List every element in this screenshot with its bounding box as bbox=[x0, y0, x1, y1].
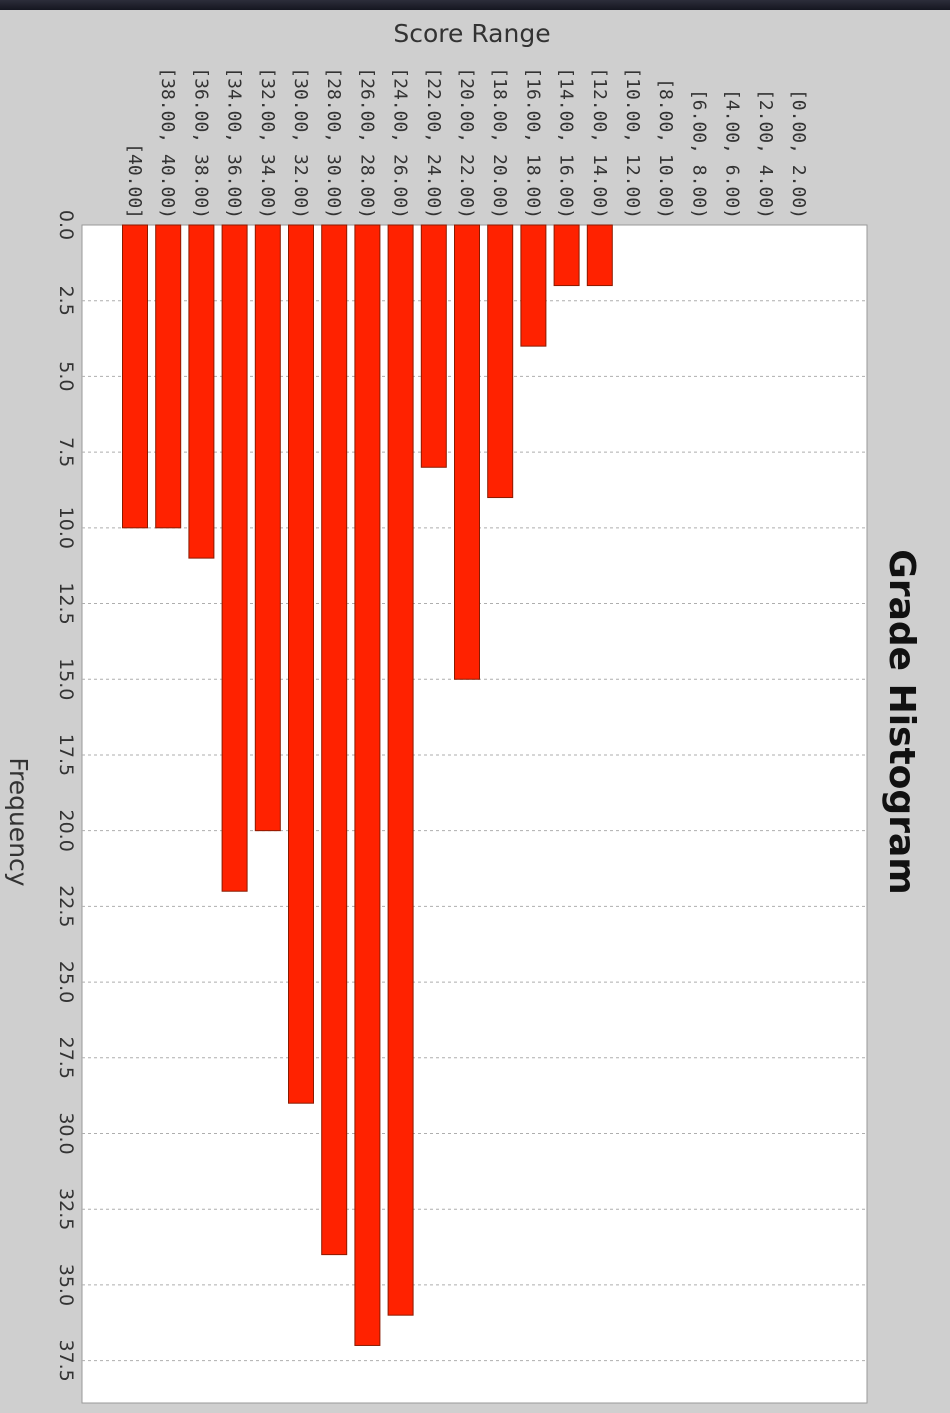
value-tick-label: 5.0 bbox=[55, 361, 77, 391]
score-range-tick-label: [4.00, 6.00) bbox=[722, 89, 743, 219]
score-range-tick-label: [40.00] bbox=[124, 143, 145, 219]
chart-title: Grade Histogram bbox=[881, 549, 922, 894]
desktop-background-strip bbox=[0, 0, 950, 10]
histogram-bar bbox=[387, 224, 414, 1316]
value-tick-label: 17.5 bbox=[55, 734, 77, 776]
score-range-tick-label: [10.00, 12.00) bbox=[622, 67, 643, 219]
histogram-bar bbox=[188, 224, 215, 559]
value-tick-label: 32.5 bbox=[55, 1188, 77, 1230]
score-range-tick-label: [20.00, 22.00) bbox=[456, 67, 477, 219]
score-range-tick-label: [16.00, 18.00) bbox=[522, 67, 543, 219]
value-tick-label: 30.0 bbox=[55, 1112, 77, 1154]
histogram-bar bbox=[586, 224, 613, 287]
histogram-bar bbox=[520, 224, 547, 347]
value-tick-label: 15.0 bbox=[55, 658, 77, 700]
score-range-tick-label: [0.00, 2.00) bbox=[788, 89, 809, 219]
score-range-tick-label: [34.00, 36.00) bbox=[224, 67, 245, 219]
score-range-tick-label: [36.00, 38.00) bbox=[190, 67, 211, 219]
histogram-bar bbox=[487, 224, 514, 499]
chart-panel: 0.0 2.5 5.0 7.5 10.0 12.5 15.0 17.5 20.0 22.5 25.0… bbox=[0, 10, 950, 1413]
score-range-tick-label: [38.00, 40.00) bbox=[157, 67, 178, 219]
value-tick-label: 22.5 bbox=[55, 885, 77, 927]
value-tick-label: 37.5 bbox=[55, 1339, 77, 1381]
score-range-tick-label: [2.00, 4.00) bbox=[755, 89, 776, 219]
score-range-tick-label: [24.00, 26.00) bbox=[390, 67, 411, 219]
histogram-bar bbox=[155, 224, 182, 529]
histogram-bar bbox=[122, 224, 148, 529]
value-tick-label: 27.5 bbox=[55, 1037, 77, 1079]
score-range-tick-label: [14.00, 16.00) bbox=[556, 67, 577, 219]
histogram-bar bbox=[288, 224, 314, 1104]
value-tick-label: 25.0 bbox=[55, 961, 77, 1003]
histogram-bar bbox=[354, 224, 381, 1346]
y-axis-title: Frequency bbox=[4, 757, 33, 886]
value-tick-label: 0.0 bbox=[55, 210, 77, 240]
score-range-tick-label: [32.00, 34.00) bbox=[257, 67, 278, 219]
histogram-bar bbox=[321, 224, 348, 1256]
value-tick-label: 7.5 bbox=[55, 437, 77, 467]
score-range-tick-label: [18.00, 20.00) bbox=[489, 67, 510, 219]
score-range-tick-label: [28.00, 30.00) bbox=[323, 67, 344, 219]
value-tick-label: 35.0 bbox=[55, 1264, 77, 1306]
score-range-tick-label: [30.00, 32.00) bbox=[290, 67, 311, 219]
histogram-bar bbox=[553, 224, 580, 287]
histogram-bar bbox=[221, 224, 248, 892]
histogram-bar bbox=[420, 224, 447, 468]
score-range-tick-label: [6.00, 8.00) bbox=[688, 89, 709, 219]
score-range-tick-label: [8.00, 10.00) bbox=[655, 78, 676, 219]
value-tick-label: 20.0 bbox=[55, 809, 77, 851]
value-tick-label: 2.5 bbox=[55, 286, 77, 316]
score-range-tick-label: [22.00, 24.00) bbox=[423, 67, 444, 219]
score-range-tick-label: [26.00, 28.00) bbox=[356, 67, 377, 219]
value-tick-label: 10.0 bbox=[55, 507, 77, 549]
x-axis-title: Score Range bbox=[393, 19, 550, 48]
histogram-bar bbox=[454, 224, 480, 680]
value-tick-label: 12.5 bbox=[55, 582, 77, 624]
score-range-tick-label: [12.00, 14.00) bbox=[589, 67, 610, 219]
histogram-bar bbox=[254, 224, 281, 832]
histogram-chart: 0.0 2.5 5.0 7.5 10.0 12.5 15.0 17.5 20.0 22.5 25.0… bbox=[4, 19, 922, 1404]
